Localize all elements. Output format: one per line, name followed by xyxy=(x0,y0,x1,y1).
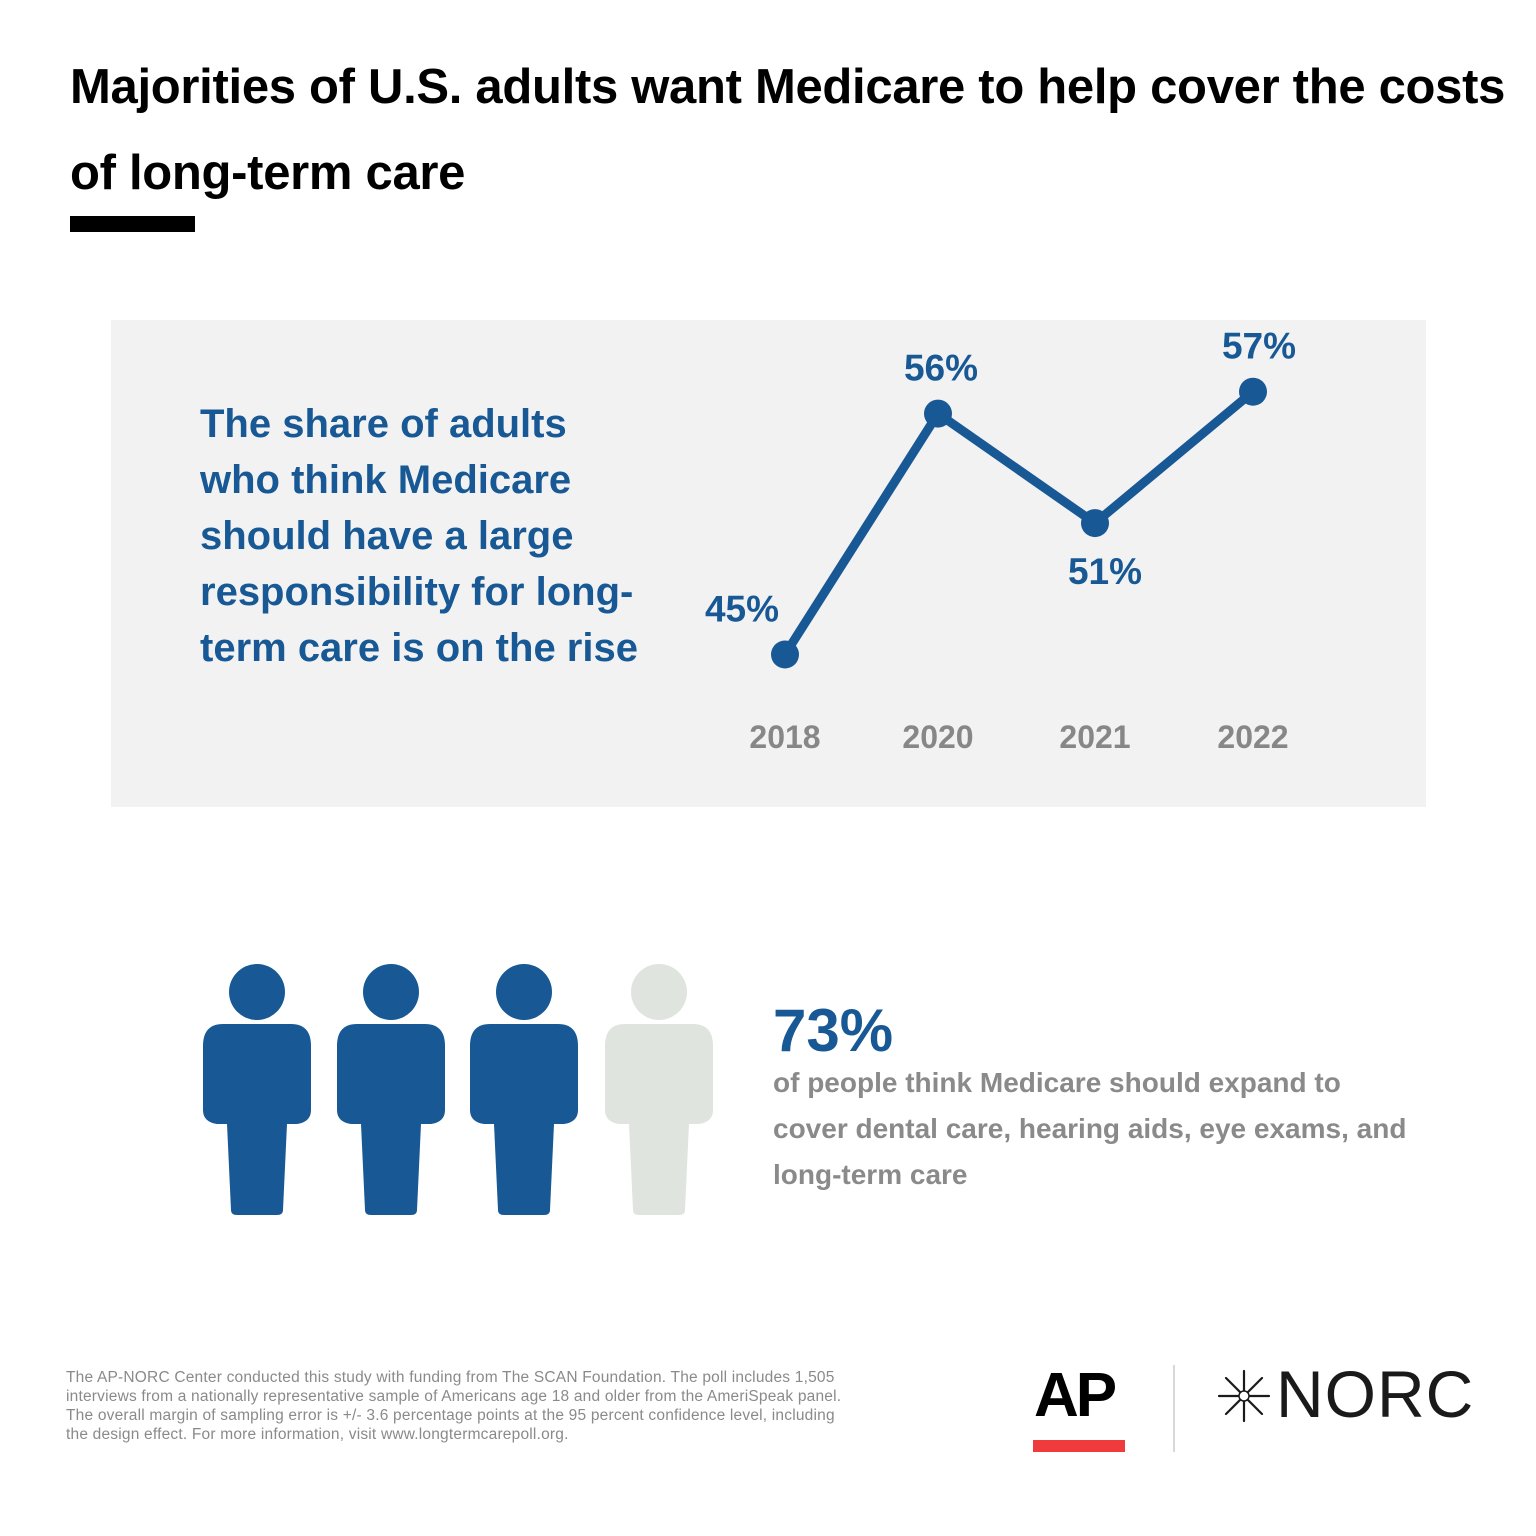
logo-divider xyxy=(1173,1365,1175,1452)
panel-description: The share of adults who think Medicare s… xyxy=(200,402,638,670)
data-point xyxy=(771,640,799,669)
data-point xyxy=(924,399,952,428)
norc-logo: NORC xyxy=(1276,1357,1475,1431)
person-head xyxy=(229,964,285,1020)
person-body xyxy=(605,1024,713,1215)
x-tick-label: 2021 xyxy=(1059,719,1130,755)
series-line xyxy=(780,387,1258,659)
data-point xyxy=(1081,509,1109,538)
person-head xyxy=(363,964,419,1020)
stat-description: of people think Medicare should expand t… xyxy=(773,1067,1407,1190)
page-title: Majorities of U.S. adults want Medicare … xyxy=(70,60,1506,200)
person-icon xyxy=(203,964,311,1215)
data-label: 45% xyxy=(705,589,779,630)
ap-logo: AP xyxy=(1034,1361,1117,1430)
person-head xyxy=(496,964,552,1020)
x-tick-label: 2020 xyxy=(902,719,973,755)
stat-value: 73% xyxy=(773,997,894,1064)
norc-star-icon xyxy=(1217,1369,1271,1423)
data-label: 56% xyxy=(904,348,978,389)
person-icon xyxy=(470,964,578,1215)
person-body xyxy=(337,1024,445,1215)
chart-panel xyxy=(111,320,1426,807)
methodology-footnote: The AP-NORC Center conducted this study … xyxy=(66,1369,842,1443)
person-icon xyxy=(605,964,713,1215)
data-label: 51% xyxy=(1068,551,1142,592)
x-tick-label: 2018 xyxy=(749,719,820,755)
person-body xyxy=(470,1024,578,1215)
title-underline xyxy=(70,216,195,232)
data-point xyxy=(1239,377,1267,406)
person-body xyxy=(203,1024,311,1215)
data-label: 57% xyxy=(1222,326,1296,367)
person-icon xyxy=(337,964,445,1215)
person-head xyxy=(631,964,687,1020)
x-tick-label: 2022 xyxy=(1217,719,1288,755)
ap-logo-bar xyxy=(1033,1440,1125,1452)
